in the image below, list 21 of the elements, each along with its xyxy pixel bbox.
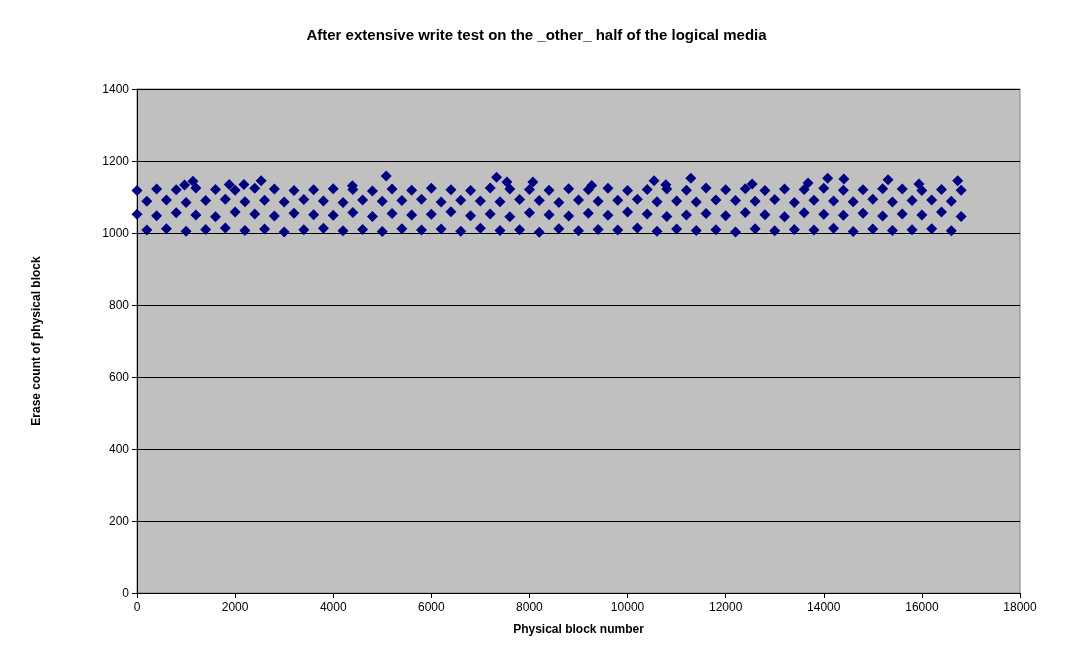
x-tick-label: 4000: [319, 600, 347, 614]
x-tick-label: 8000: [516, 600, 544, 614]
x-tick-label: 10000: [610, 600, 645, 614]
y-axis-title: Erase count of physical block: [29, 255, 43, 426]
y-tick-label: 1200: [102, 154, 130, 168]
y-tick-label: 800: [108, 298, 130, 312]
x-tick-label: 0: [133, 600, 141, 614]
y-tick-label: 600: [108, 370, 130, 384]
y-tick-label: 1400: [102, 82, 130, 96]
x-tick-label: 18000: [1003, 600, 1038, 614]
chart-title: After extensive write test on the _other_ half of the logical media: [306, 26, 768, 43]
y-tick-label: 200: [108, 514, 130, 528]
x-tick-label: 12000: [708, 600, 743, 614]
y-tick-label: 1000: [102, 226, 130, 240]
x-tick-label: 16000: [905, 600, 939, 614]
x-axis-title: Physical block number: [513, 622, 645, 636]
x-tick-label: 2000: [221, 600, 249, 614]
x-tick-label: 6000: [417, 600, 445, 614]
y-tick-label: 0: [122, 586, 130, 600]
x-tick-label: 14000: [807, 600, 841, 614]
y-tick-label: 400: [108, 442, 130, 456]
